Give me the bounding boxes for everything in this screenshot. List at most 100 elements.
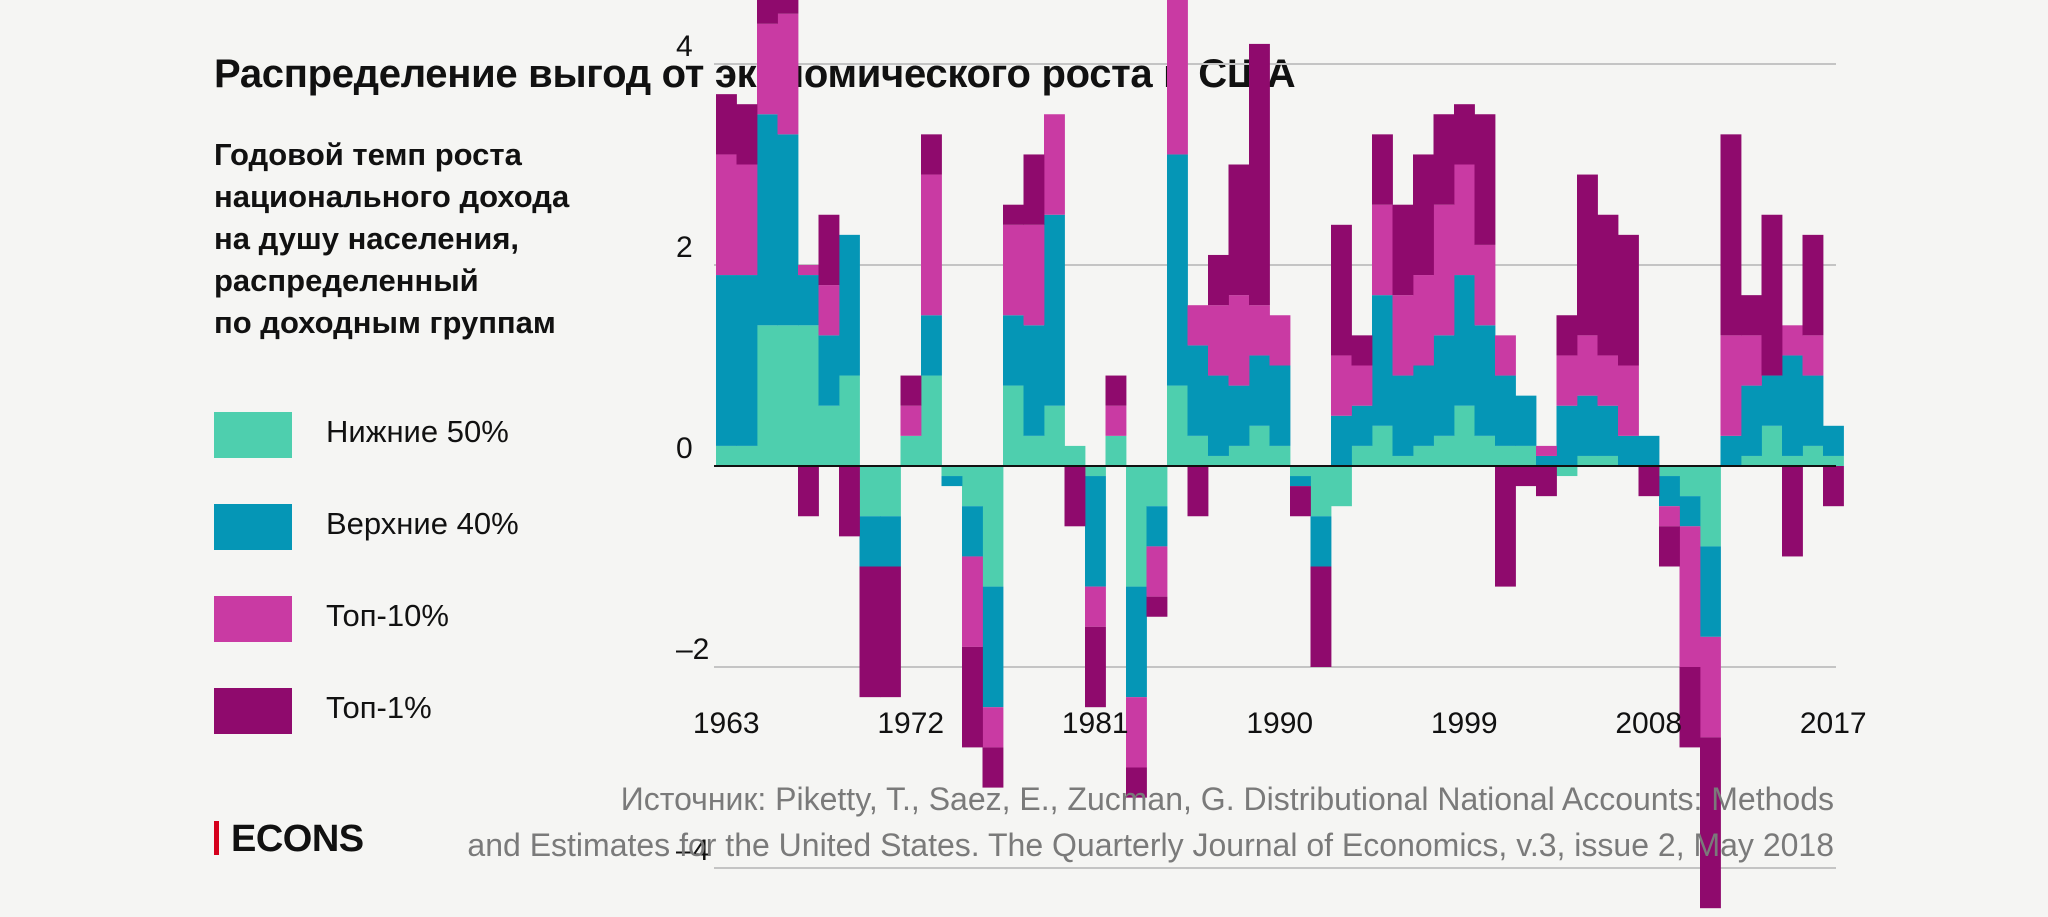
bar-segment-middle40 [1290, 476, 1311, 487]
bar-segment-top1 [1495, 466, 1516, 587]
bar-segment-middle40 [1208, 375, 1229, 456]
bar-segment-middle40 [1126, 586, 1147, 698]
bar-segment-top10 [1413, 275, 1434, 366]
bar-segment-top10 [1454, 164, 1475, 276]
bar-segment-top10 [1659, 506, 1680, 527]
bar-segment-middle40 [962, 506, 983, 557]
bar-segment-top1 [1003, 204, 1024, 225]
bar-segment-bottom50 [818, 405, 840, 466]
bar-segment-top1 [1536, 466, 1557, 497]
bar-segment-middle40 [1782, 355, 1803, 456]
y-tick-label: 2 [676, 231, 693, 264]
bar-segment-top10 [1495, 335, 1516, 376]
bar-segment-top1 [1187, 466, 1209, 517]
bar-segment-middle40 [1310, 516, 1332, 567]
x-tick-label: 1963 [693, 707, 760, 740]
bar-segment-top10 [1146, 546, 1168, 597]
bar-segment-top10 [1208, 305, 1229, 376]
bar-segment-bottom50 [1023, 435, 1045, 466]
bar-segment-bottom50 [1331, 466, 1352, 507]
bar-segment-top10 [1700, 636, 1721, 738]
bar-segment-middle40 [839, 234, 860, 376]
bar-segment-top1 [1331, 224, 1352, 356]
subtitle-line: по доходным группам [214, 305, 556, 340]
chart-subtitle: Годовой темп роста национального дохода … [214, 134, 634, 344]
bar-segment-top1 [1372, 134, 1393, 205]
bar-segment-bottom50 [1802, 445, 1824, 466]
bar-segment-middle40 [1146, 506, 1168, 547]
bar-segment-bottom50 [757, 325, 778, 466]
bar-segment-middle40 [1372, 295, 1393, 426]
bar-segment-middle40 [982, 586, 1004, 708]
subtitle-line: распределенный [214, 263, 479, 298]
bar-segment-top1 [1597, 214, 1619, 356]
bar-segment-top10 [1597, 355, 1619, 406]
brand-accent-bar [214, 821, 219, 855]
bar-segment-top1 [1105, 375, 1127, 406]
bar-segment-top1 [1413, 154, 1434, 276]
chart-title: Распределение выгод от экономического ро… [214, 52, 1296, 96]
bar-segment-top1 [1700, 737, 1721, 909]
bar-segment-top10 [1802, 335, 1824, 376]
bar-segment-top10 [1577, 335, 1598, 396]
bar-segment-top1 [1146, 596, 1168, 617]
bar-segment-middle40 [1802, 375, 1824, 446]
bar-segment-bottom50 [941, 466, 963, 477]
bar-segment-top1 [1515, 466, 1537, 487]
bar-segment-middle40 [818, 335, 840, 406]
bar-segment-top10 [1249, 305, 1270, 356]
legend-item-top1: Топ-1% [214, 688, 594, 734]
bar-segment-top1 [1802, 234, 1824, 336]
bar-segment-middle40 [777, 134, 799, 326]
bar-segment-top10 [1126, 697, 1147, 768]
bar-segment-top1 [1577, 174, 1598, 336]
bar-segment-bottom50 [1167, 385, 1188, 466]
bar-segment-top1 [1290, 486, 1311, 517]
bar-segment-middle40 [1638, 435, 1660, 466]
bar-segment-bottom50 [1208, 455, 1229, 466]
bar-segment-top10 [798, 265, 819, 276]
bar-segment-top10 [1085, 586, 1106, 627]
bar-segment-bottom50 [777, 325, 799, 466]
bar-segment-top10 [921, 174, 942, 316]
bar-segment-middle40 [1495, 375, 1516, 446]
bar-segment-middle40 [1659, 476, 1680, 507]
bar-segment-top1 [1782, 466, 1803, 557]
bar-segment-middle40 [880, 516, 901, 567]
bar-segment-bottom50 [962, 466, 983, 507]
bar-segment-top10 [1044, 114, 1065, 215]
bar-segment-top10 [1187, 305, 1209, 346]
bar-segment-top1 [1823, 466, 1844, 507]
bar-segment-bottom50 [1392, 455, 1414, 466]
bar-segment-bottom50 [880, 466, 901, 517]
bar-segment-bottom50 [1269, 445, 1291, 466]
bar-segment-bottom50 [1823, 455, 1844, 466]
bar-segment-top10 [962, 556, 983, 647]
bar-segment-bottom50 [1782, 455, 1803, 466]
bar-segment-bottom50 [1761, 425, 1783, 466]
bar-segment-top10 [1331, 355, 1352, 416]
bar-segment-top1 [1761, 214, 1783, 376]
bar-segment-top10 [1474, 244, 1496, 326]
bar-segment-top10 [716, 154, 737, 276]
legend-swatch-top10 [214, 596, 292, 642]
bar-segment-top10 [1741, 335, 1762, 386]
bar-segment-middle40 [716, 275, 737, 446]
bar-segment-top1 [962, 646, 983, 748]
bar-segment-bottom50 [1679, 466, 1701, 497]
bar-segment-top1 [1085, 626, 1106, 708]
bar-segment-bottom50 [1310, 466, 1332, 517]
bar-segment-top10 [982, 707, 1004, 748]
legend-label: Верхние 40% [326, 506, 519, 541]
bar-segment-top1 [982, 747, 1004, 788]
bar-segment-middle40 [736, 275, 758, 446]
bar-segment-top1 [839, 466, 860, 537]
bar-segment-top1 [798, 466, 819, 517]
brand-logo: ECONS [214, 818, 364, 861]
bar-segment-top1 [1249, 43, 1270, 306]
bar-segment-middle40 [1003, 315, 1024, 386]
bar-segment-top1 [880, 566, 901, 698]
bar-segment-top10 [1023, 224, 1045, 326]
bar-segment-middle40 [921, 315, 942, 376]
bar-segment-bottom50 [1741, 455, 1762, 466]
